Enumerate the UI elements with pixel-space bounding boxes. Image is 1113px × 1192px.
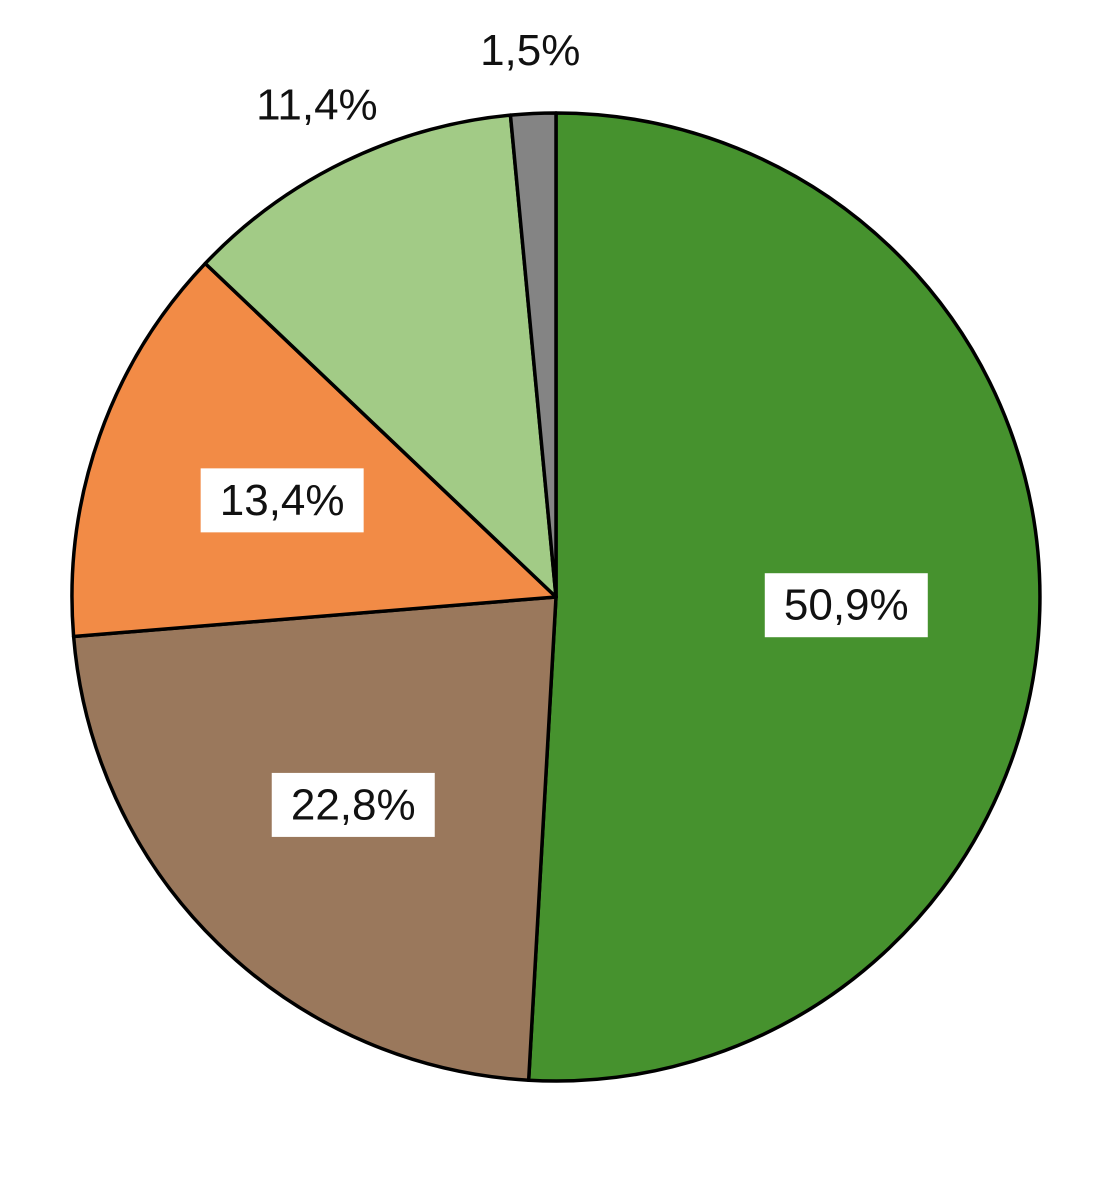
slice-label-box-3 [200,468,364,533]
slice-label-1: 50,9% [764,573,928,638]
slice-label-text-5: 1,5% [480,26,580,75]
slice-label-2: 22,8% [271,772,435,837]
slice-label-text-3: 13,4% [220,476,345,525]
pie-slice-3 [70,261,558,639]
pie-slice-4 [203,113,558,599]
pie-labels: 50,9% 22,8% 13,4% 11,4% 1,5% [200,26,928,837]
pie-slice-2 [71,595,558,1082]
slice-label-text-1: 50,9% [784,581,909,630]
slice-label-4: 11,4% [256,81,378,130]
slice-label-5: 1,5% [480,26,580,75]
pie-slice-5 [508,111,558,599]
slice-label-text-2: 22,8% [291,780,416,829]
slice-label-text-4: 11,4% [256,81,378,130]
slice-label-3: 13,4% [200,468,364,533]
slice-label-box-1 [764,573,928,638]
slice-label-box-2 [271,772,435,837]
